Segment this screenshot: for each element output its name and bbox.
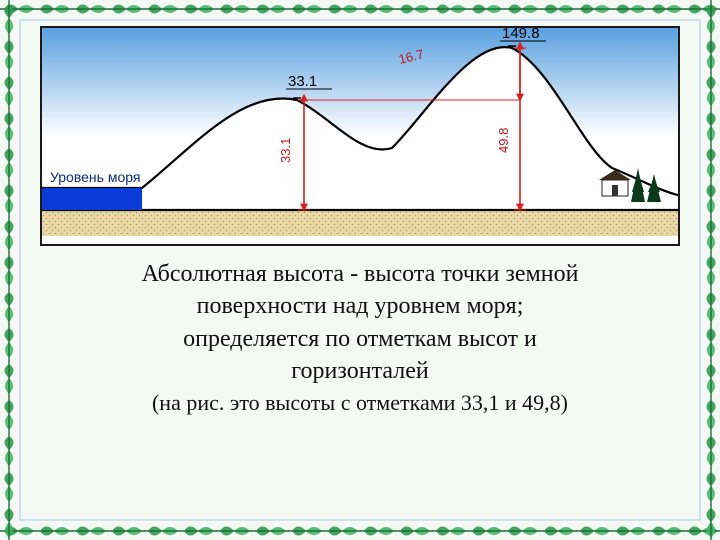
svg-text:Уровень моря: Уровень моря <box>50 169 140 185</box>
svg-text:33.1: 33.1 <box>288 73 317 90</box>
caption-line-3: определяется по отметкам высот и <box>40 323 680 355</box>
caption-line-4: горизонталей <box>40 355 680 387</box>
svg-text:49.8: 49.8 <box>496 128 511 153</box>
slide-frame: Уровень моря33.133.1149.849.816.7 Абсолю… <box>0 0 720 540</box>
caption-line-5: (на рис. это высоты с отметками 33,1 и 4… <box>40 388 680 418</box>
caption-line-1: Абсолютная высота - высота точки земной <box>40 258 680 290</box>
content-area: Уровень моря33.133.1149.849.816.7 Абсолю… <box>18 26 702 530</box>
elevation-diagram: Уровень моря33.133.1149.849.816.7 <box>40 26 680 246</box>
svg-text:149.8: 149.8 <box>502 28 540 42</box>
caption-block: Абсолютная высота - высота точки земной … <box>40 258 680 417</box>
caption-line-2: поверхности над уровнем моря; <box>40 290 680 322</box>
diagram-svg: Уровень моря33.133.1149.849.816.7 <box>42 28 680 246</box>
svg-text:33.1: 33.1 <box>278 138 293 163</box>
